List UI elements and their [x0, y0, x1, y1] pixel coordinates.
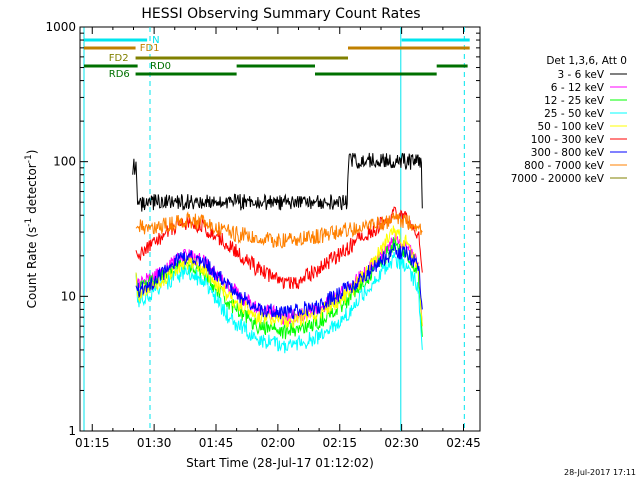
y-label-end: ): [25, 150, 39, 155]
legend-header: Det 1,3,6, Att 0: [546, 55, 627, 67]
y-axis: 1 10 100 1000: [45, 20, 480, 438]
y-label-sup1: -1: [24, 218, 34, 227]
legend-entry-label: 12 - 25 keV: [544, 95, 605, 107]
y-label-main: Count Rate (s: [25, 227, 39, 309]
legend-entry-label: 7000 - 20000 keV: [511, 173, 605, 185]
series-lines: [132, 152, 423, 354]
series-line: [135, 251, 423, 354]
legend-entry-label: 50 - 100 keV: [537, 121, 604, 133]
vertical-markers: [83, 27, 465, 431]
x-tick-label: 01:30: [137, 436, 172, 450]
x-tick-label: 01:15: [75, 436, 110, 450]
y-axis-label: Count Rate (s-1 detector-1): [24, 150, 39, 309]
x-tick-label: 01:45: [199, 436, 234, 450]
flag-bar-label: RD6: [109, 69, 130, 80]
legend-entry-label: 100 - 300 keV: [531, 134, 605, 146]
series-line: [135, 242, 423, 320]
y-tick-label: 1000: [45, 20, 76, 34]
x-tick-label: 02:30: [384, 436, 419, 450]
x-tick-label: 02:00: [261, 436, 296, 450]
x-tick-label: 02:15: [322, 436, 357, 450]
chart-title: HESSI Observing Summary Count Rates: [141, 6, 420, 22]
series-line: [135, 211, 423, 249]
flag-bar-label: RD0: [150, 61, 171, 72]
series-line: [132, 152, 423, 212]
y-label-mid: detector: [25, 163, 39, 218]
plot-frame: [79, 26, 481, 432]
legend-entry-label: 3 - 6 keV: [557, 69, 604, 81]
x-axis: 01:15 01:30 01:45 02:00 02:15 02:30 02:45: [75, 27, 481, 450]
series-line: [135, 206, 423, 290]
x-axis-label: Start Time (28-Jul-17 01:12:02): [186, 456, 374, 470]
x-tick-label: 02:45: [446, 436, 481, 450]
legend-entry-label: 800 - 7000 keV: [524, 160, 605, 172]
legend-entry-label: 25 - 50 keV: [544, 108, 605, 120]
flag-bar-label: FD1: [140, 43, 160, 54]
legend-entry-label: 300 - 800 keV: [531, 147, 605, 159]
y-tick-label: 1: [68, 424, 76, 438]
footer-timestamp: 28-Jul-2017 17:11: [564, 468, 636, 477]
y-tick-label: 10: [61, 289, 76, 303]
legend-entry-label: 6 - 12 keV: [551, 82, 605, 94]
flag-bar-label: N: [152, 35, 159, 46]
flag-bar-label: FD2: [109, 53, 129, 64]
y-label-sup2: -1: [24, 154, 34, 163]
y-tick-label: 100: [53, 155, 76, 169]
